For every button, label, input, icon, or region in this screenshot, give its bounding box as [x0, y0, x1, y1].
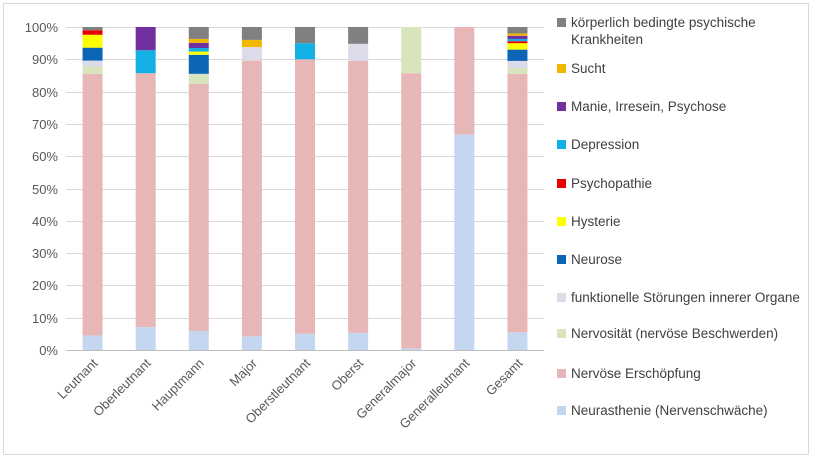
chart-frame: 0% 10% 20% 30% 40% 50% 60% 70% 80% 90% 100% Leutna… — [3, 3, 809, 455]
bar-segment — [135, 50, 156, 74]
bar-segment — [507, 332, 528, 350]
bar-segment — [507, 38, 528, 42]
bar-segment — [135, 73, 156, 328]
bar-segment — [507, 41, 528, 44]
bar-segment — [82, 34, 103, 48]
legend-label: funktionelle Störungen innerer Organe — [571, 290, 800, 305]
legend-label: Hysterie — [571, 214, 621, 229]
legend-label: Neurose — [571, 252, 623, 267]
y-tick-label: 80% — [32, 85, 58, 100]
x-tick-label: Hauptmann — [149, 356, 207, 414]
legend-label: Nervöse Erschöpfung — [571, 366, 701, 381]
legend-label: Neurasthenie (Nervenschwäche) — [571, 403, 768, 418]
bar-segment — [188, 54, 209, 74]
bar-segment — [241, 39, 262, 48]
bar-segment — [348, 60, 369, 333]
bar-segment — [401, 73, 422, 349]
x-tick-label: Major — [226, 355, 260, 389]
y-tick-label: 0% — [39, 343, 58, 358]
bar-segment — [188, 73, 209, 84]
legend-label: körperlich bedingte psychische Krankheit… — [571, 15, 756, 47]
bar-segment — [454, 27, 475, 135]
bar-segment — [454, 134, 475, 350]
legend-swatch — [557, 64, 566, 73]
bar-segment — [241, 47, 262, 61]
bar-segment — [348, 43, 369, 61]
bar-segment — [82, 47, 103, 61]
legend-label: Psychopathie — [571, 176, 653, 191]
y-tick-label: 100% — [25, 20, 59, 35]
bar-segment — [135, 27, 156, 51]
bar-segment — [295, 333, 315, 350]
bar-segment — [82, 73, 103, 336]
bar-segment — [295, 59, 315, 334]
bar-segment — [82, 30, 103, 35]
bar-segment — [188, 42, 209, 48]
bar-segment — [241, 336, 262, 350]
bar-segment — [507, 27, 528, 34]
legend-swatch — [557, 329, 566, 338]
bar-segment — [507, 35, 528, 39]
bar-segment — [188, 83, 209, 331]
bar-segment — [507, 68, 528, 74]
legend-swatch — [557, 255, 566, 264]
x-tick-label: Gesamt — [483, 355, 526, 398]
bar-segment — [82, 60, 103, 67]
bar-segment — [188, 27, 209, 39]
legend-swatch — [557, 102, 566, 111]
bar-segment — [507, 33, 528, 36]
legend-swatch — [557, 293, 566, 302]
bar-segment — [188, 47, 209, 52]
y-tick-label: 70% — [32, 117, 58, 132]
y-tick-label: 50% — [32, 182, 58, 197]
x-tick-label: Oberst — [328, 355, 366, 393]
y-tick-label: 10% — [32, 311, 58, 326]
bar-segment — [507, 73, 528, 333]
y-tick-label: 30% — [32, 246, 58, 261]
bar-segment — [241, 60, 262, 337]
bars — [82, 27, 528, 350]
legend-label: Manie, Irresein, Psychose — [571, 99, 727, 114]
bar-segment — [507, 60, 528, 69]
legend-label: Sucht — [571, 61, 606, 76]
legend-label: Nervosität (nervöse Beschwerden) — [571, 326, 779, 341]
y-tick-label: 40% — [32, 214, 58, 229]
legend-swatch — [557, 217, 566, 226]
x-tick-label: Leutnant — [54, 355, 101, 402]
bar-segment — [348, 27, 369, 44]
bar-segment — [82, 335, 103, 350]
bar-segment — [188, 38, 209, 43]
bar-segment — [82, 66, 103, 74]
bar-segment — [82, 27, 103, 31]
bar-segment — [295, 43, 315, 60]
bar-segment — [507, 43, 528, 50]
y-tick-label: 60% — [32, 149, 58, 164]
stacked-bar-chart: 0% 10% 20% 30% 40% 50% 60% 70% 80% 90% 100% Leutna… — [25, 20, 544, 432]
bar-segment — [348, 332, 369, 350]
y-tick-label: 90% — [32, 52, 58, 67]
y-tick-label: 20% — [32, 278, 58, 293]
bar-segment — [401, 348, 422, 350]
x-tick-label: Oberleutnant — [90, 355, 154, 419]
bar-segment — [241, 27, 262, 40]
bar-segment — [507, 49, 528, 61]
legend-swatch — [557, 140, 566, 149]
bar-segment — [188, 330, 209, 350]
legend-swatch — [557, 406, 566, 415]
legend-swatch — [557, 179, 566, 188]
y-axis: 0% 10% 20% 30% 40% 50% 60% 70% 80% 90% 100% — [25, 20, 59, 358]
legend-swatch — [557, 18, 566, 27]
bar-segment — [188, 51, 209, 55]
bar-segment — [401, 27, 422, 74]
bar-segment — [135, 327, 156, 350]
bar-segment — [295, 27, 315, 44]
legend-swatch — [557, 369, 566, 378]
legend-label: Depression — [571, 137, 640, 152]
